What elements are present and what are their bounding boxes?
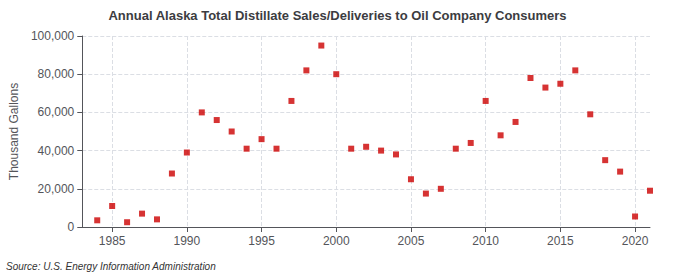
svg-text:2015: 2015 xyxy=(547,234,574,248)
svg-text:2005: 2005 xyxy=(398,234,425,248)
svg-text:2000: 2000 xyxy=(323,234,350,248)
svg-text:2020: 2020 xyxy=(622,234,649,248)
svg-text:100,000: 100,000 xyxy=(31,29,75,43)
svg-text:1995: 1995 xyxy=(248,234,275,248)
svg-text:80,000: 80,000 xyxy=(38,67,75,81)
svg-text:Source: U.S. Energy Informatio: Source: U.S. Energy Information Administ… xyxy=(6,261,216,272)
svg-text:20,000: 20,000 xyxy=(38,182,75,196)
svg-text:2010: 2010 xyxy=(472,234,499,248)
svg-text:60,000: 60,000 xyxy=(38,105,75,119)
svg-text:1985: 1985 xyxy=(99,234,126,248)
svg-text:1990: 1990 xyxy=(174,234,201,248)
svg-text:Thousand Gallons: Thousand Gallons xyxy=(7,83,21,180)
svg-text:40,000: 40,000 xyxy=(38,144,75,158)
svg-text:Annual Alaska Total Distillate: Annual Alaska Total Distillate Sales/Del… xyxy=(108,8,566,23)
svg-text:0: 0 xyxy=(68,220,75,234)
